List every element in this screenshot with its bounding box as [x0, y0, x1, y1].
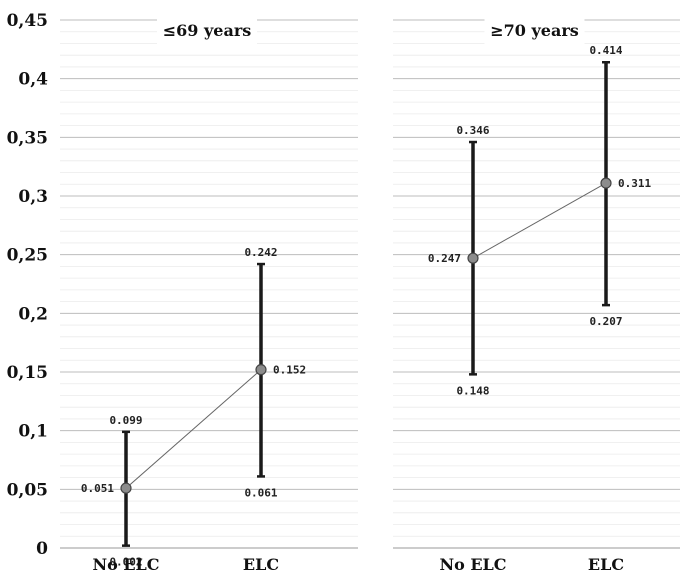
panel-title-background	[157, 16, 257, 44]
mean-value-label: 0.051	[81, 482, 114, 495]
panel-70-and-over: ≥70 years 0.346 0.148 0.247 No ELC 0.414 0.207…	[393, 16, 680, 574]
y-tick-label: 0,4	[18, 70, 48, 90]
y-tick-label: 0,2	[18, 304, 48, 324]
upper-bound-label: 0.099	[109, 414, 142, 427]
x-category-label: No ELC	[439, 555, 506, 574]
y-tick-label: 0,05	[7, 480, 48, 500]
y-tick-label: 0,45	[7, 11, 48, 31]
panel-title: ≤69 years	[163, 21, 252, 40]
mean-value-label: 0.152	[273, 364, 306, 377]
y-tick-label: 0,35	[7, 128, 48, 148]
lower-bound-label: 0.002	[109, 556, 142, 569]
lower-bound-label: 0.061	[244, 486, 277, 499]
mean-value-label: 0.311	[618, 177, 651, 190]
mean-point	[255, 364, 267, 376]
lower-bound-label: 0.207	[589, 315, 622, 328]
mean-point	[600, 177, 612, 189]
mean-point	[467, 252, 479, 264]
upper-bound-label: 0.346	[456, 124, 489, 137]
upper-bound-label: 0.242	[244, 246, 277, 259]
panel-title-background	[484, 16, 585, 44]
mean-point	[120, 482, 132, 494]
y-tick-label: 0	[36, 539, 48, 559]
y-tick-label: 0,15	[7, 363, 48, 383]
mean-value-label: 0.247	[428, 252, 461, 265]
mean-connector-line	[125, 369, 262, 489]
lower-bound-label: 0.148	[456, 384, 489, 397]
panel-title: ≥70 years	[490, 21, 579, 40]
x-category-label: ELC	[588, 555, 624, 574]
y-tick-label: 0,1	[18, 422, 48, 442]
panel-69-and-under: ≤69 years 0.099 0.002 0.051 No ELC 0.242 0.061…	[60, 16, 358, 574]
upper-bound-label: 0.414	[589, 44, 622, 57]
x-category-label: No ELC	[92, 555, 159, 574]
mean-connector-line	[472, 182, 607, 259]
y-tick-label: 0,3	[18, 187, 48, 207]
x-category-label: ELC	[243, 555, 279, 574]
y-axis: 0 0,05 0,1 0,15 0,2 0,25 0,3 0,35 0,4 0,45	[7, 11, 49, 559]
y-tick-label: 0,25	[7, 246, 48, 266]
